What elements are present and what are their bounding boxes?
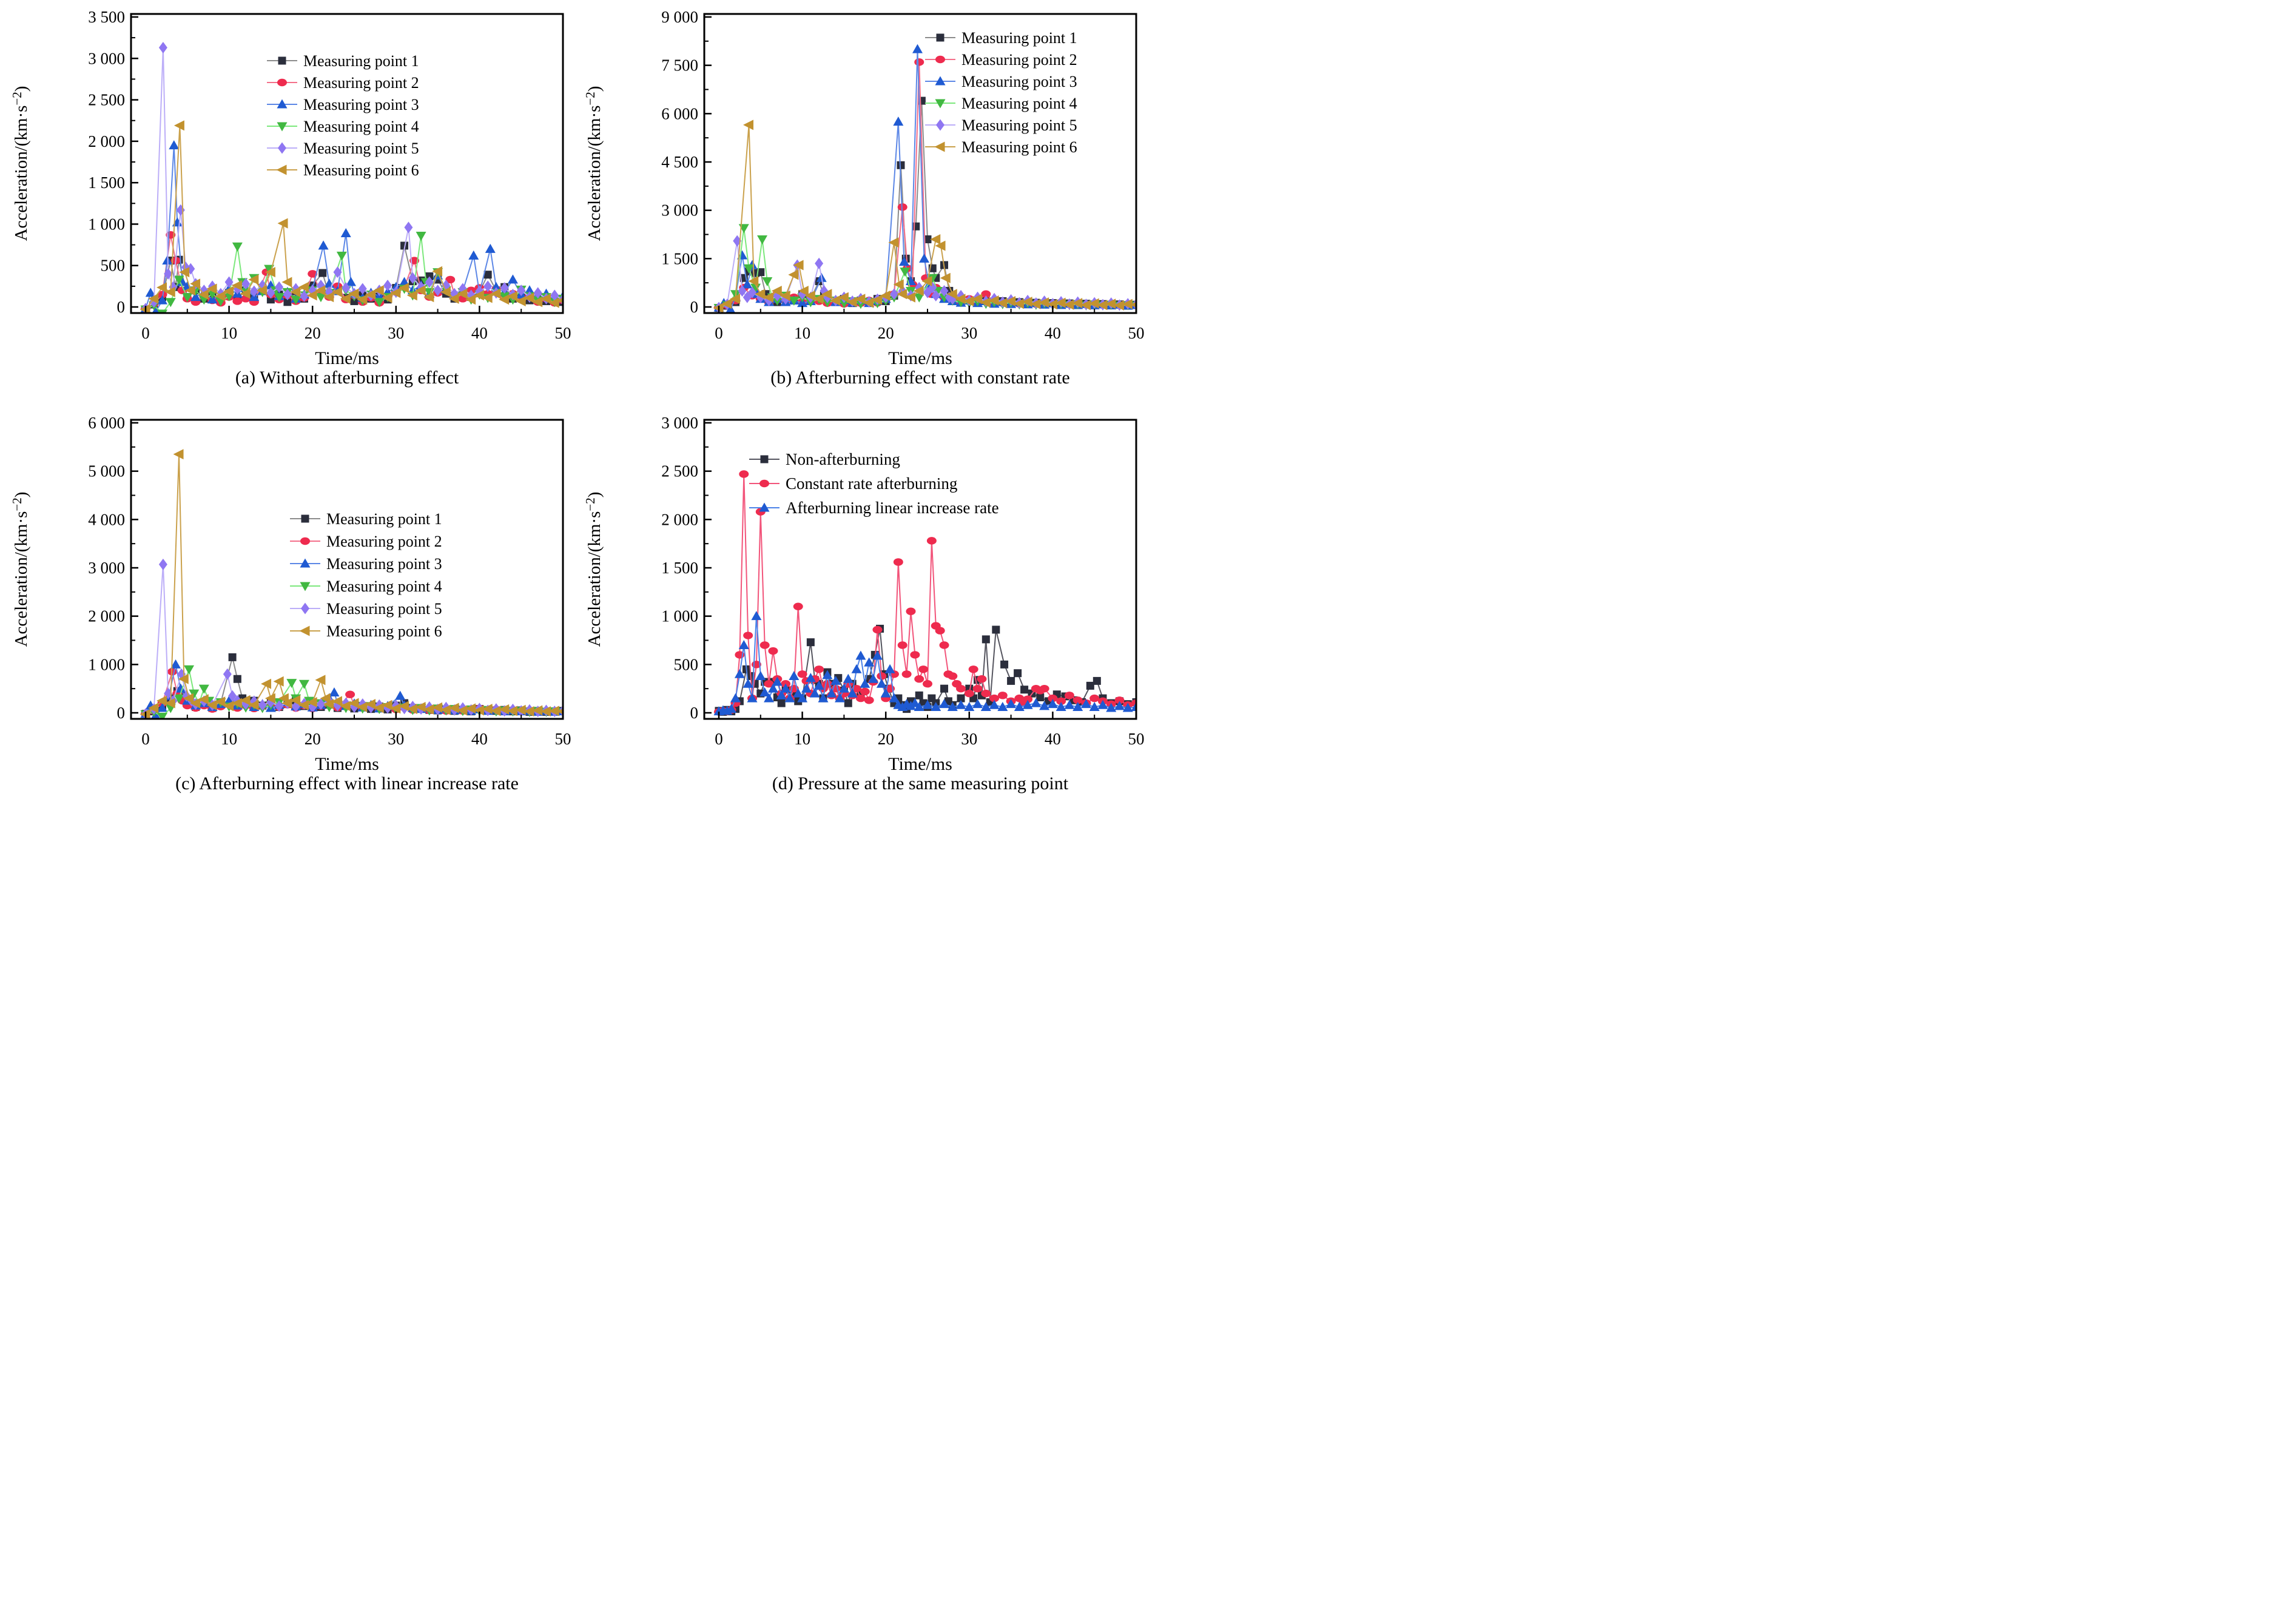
svg-text:2 500: 2 500 [661,462,698,480]
figure-grid: 0 10 20 30 40 50 0 500 1 000 1 500 2 000 2 500 3 000… [0,0,1146,812]
chart-b-plot: 0 10 20 30 40 50 0 1 500 3 000 4 500 6 000 7 500 9 0… [583,8,1145,368]
svg-text:3 000: 3 000 [661,201,698,220]
svg-text:0: 0 [715,324,723,342]
chart-c-cell: 0 10 20 30 40 50 0 1 000 2 000 3 000 4 000 5 000 6 0… [0,406,573,812]
svg-text:0: 0 [690,298,699,316]
svg-text:0: 0 [141,324,150,342]
svg-text:50: 50 [555,324,571,342]
chart-a-caption: (a) Without afterburning effect [235,368,459,388]
svg-text:1 000: 1 000 [661,607,698,625]
svg-text:1 500: 1 500 [88,174,125,192]
svg-text:Measuring point 3: Measuring point 3 [326,555,442,573]
svg-text:10: 10 [794,324,810,342]
svg-text:3 500: 3 500 [88,8,125,26]
svg-text:Constant rate afterburning: Constant rate afterburning [786,474,957,493]
svg-text:500: 500 [101,257,126,275]
svg-text:Acceleration/(km·s−2): Acceleration/(km·s−2) [10,86,31,241]
svg-text:30: 30 [388,324,404,342]
svg-text:Measuring point 5: Measuring point 5 [326,600,442,618]
chart-d-caption: (d) Pressure at the same measuring point [772,773,1069,793]
chart-c-caption: (c) Afterburning effect with linear incr… [175,773,519,793]
chart-d-cell: 0 10 20 30 40 50 0 500 1 000 1 500 2 000 2 500 3 000… [573,406,1146,812]
svg-text:0: 0 [715,730,723,748]
svg-text:Measuring point 4: Measuring point 4 [326,578,442,595]
svg-text:Measuring point 2: Measuring point 2 [961,51,1077,69]
svg-text:Time/ms: Time/ms [315,754,379,774]
svg-text:20: 20 [878,324,894,342]
svg-text:Time/ms: Time/ms [315,348,379,368]
svg-text:9 000: 9 000 [661,8,698,26]
svg-text:1 500: 1 500 [661,559,698,577]
svg-text:3 000: 3 000 [661,414,698,432]
svg-text:6 000: 6 000 [88,414,125,432]
svg-text:0: 0 [117,704,126,722]
svg-text:1 000: 1 000 [88,655,125,673]
chart-b-cell: 0 10 20 30 40 50 0 1 500 3 000 4 500 6 000 7 500 9 0… [573,0,1146,406]
svg-text:Measuring point 6: Measuring point 6 [326,622,442,640]
svg-text:Acceleration/(km·s−2): Acceleration/(km·s−2) [583,492,604,647]
svg-text:7 500: 7 500 [661,56,698,75]
svg-text:5 000: 5 000 [88,462,125,480]
svg-text:0: 0 [141,730,150,748]
svg-text:Afterburning linear increase r: Afterburning linear increase rate [786,499,999,517]
svg-text:Measuring point 1: Measuring point 1 [961,29,1077,47]
svg-text:20: 20 [305,324,321,342]
svg-text:Measuring point 2: Measuring point 2 [303,74,419,92]
svg-text:40: 40 [471,730,488,748]
svg-text:4 500: 4 500 [661,153,698,171]
svg-text:1 000: 1 000 [88,215,125,233]
chart-a-cell: 0 10 20 30 40 50 0 500 1 000 1 500 2 000 2 500 3 000… [0,0,573,406]
svg-text:40: 40 [471,324,488,342]
svg-text:40: 40 [1045,324,1061,342]
svg-text:2 500: 2 500 [88,91,125,109]
svg-text:4 000: 4 000 [88,510,125,528]
svg-text:2 000: 2 000 [88,132,125,150]
svg-text:2 000: 2 000 [661,510,698,528]
svg-text:Measuring point 3: Measuring point 3 [303,96,419,113]
svg-text:Non-afterburning: Non-afterburning [786,450,900,468]
svg-text:Measuring point 6: Measuring point 6 [303,161,419,179]
svg-text:Time/ms: Time/ms [888,754,952,774]
chart-b-caption: (b) Afterburning effect with constant ra… [770,368,1070,388]
svg-text:3 000: 3 000 [88,49,125,67]
svg-text:0: 0 [690,704,699,722]
svg-text:50: 50 [1128,324,1145,342]
svg-text:10: 10 [794,730,810,748]
svg-text:20: 20 [878,730,894,748]
svg-text:30: 30 [961,324,977,342]
svg-text:Measuring point 4: Measuring point 4 [961,95,1077,112]
svg-text:30: 30 [961,730,977,748]
svg-text:30: 30 [388,730,404,748]
chart-c-plot: 0 10 20 30 40 50 0 1 000 2 000 3 000 4 000 5 000 6 0… [10,414,571,774]
svg-text:3 000: 3 000 [88,559,125,577]
svg-text:Measuring point 6: Measuring point 6 [961,138,1077,156]
svg-text:40: 40 [1045,730,1061,748]
svg-text:Measuring point 4: Measuring point 4 [303,118,419,135]
svg-text:Time/ms: Time/ms [888,348,952,368]
svg-text:2 000: 2 000 [88,607,125,625]
svg-text:Measuring point 1: Measuring point 1 [326,510,442,528]
svg-text:6 000: 6 000 [661,104,698,123]
svg-text:500: 500 [674,655,699,673]
svg-text:Measuring point 1: Measuring point 1 [303,52,419,70]
svg-text:10: 10 [221,324,237,342]
svg-text:50: 50 [555,730,571,748]
svg-text:Acceleration/(km·s−2): Acceleration/(km·s−2) [583,86,604,241]
svg-text:10: 10 [221,730,237,748]
svg-text:Measuring point 5: Measuring point 5 [961,116,1077,134]
svg-text:20: 20 [305,730,321,748]
svg-text:Measuring point 5: Measuring point 5 [303,140,419,157]
svg-text:Acceleration/(km·s−2): Acceleration/(km·s−2) [10,492,31,647]
svg-text:Measuring point 3: Measuring point 3 [961,73,1077,90]
svg-text:50: 50 [1128,730,1145,748]
svg-text:0: 0 [117,298,126,316]
svg-text:1 500: 1 500 [661,249,698,268]
svg-text:Measuring point 2: Measuring point 2 [326,533,442,550]
